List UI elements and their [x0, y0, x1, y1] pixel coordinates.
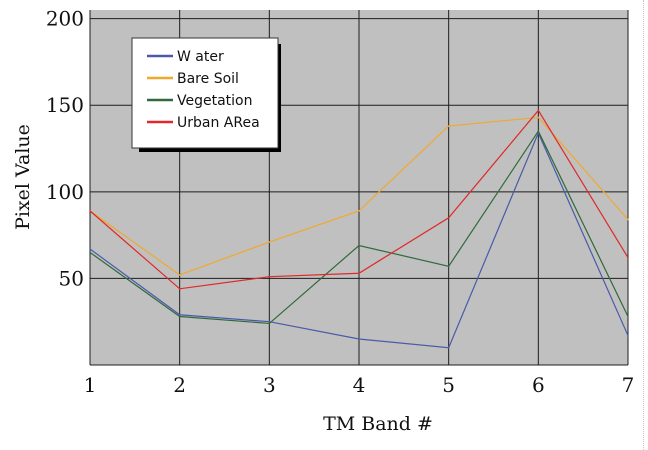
x-tick-label: 2	[173, 373, 186, 397]
data-point	[537, 116, 540, 119]
data-point	[447, 346, 450, 349]
data-point	[178, 288, 181, 290]
page-edge-dotted-line	[643, 0, 644, 450]
data-point	[537, 109, 540, 112]
data-point	[89, 248, 91, 250]
data-point	[268, 275, 271, 278]
data-point	[358, 338, 360, 340]
x-tick-label: 6	[532, 373, 545, 397]
y-axis-title: Pixel Value	[12, 124, 34, 230]
data-point	[447, 217, 450, 219]
x-tick-label: 4	[353, 373, 366, 397]
data-point	[627, 334, 629, 337]
legend-label: Bare Soil	[177, 71, 239, 87]
data-point	[178, 315, 181, 318]
data-point	[178, 274, 181, 276]
legend-label: Urban ARea	[177, 115, 260, 131]
data-point	[178, 313, 181, 316]
data-point	[89, 210, 91, 212]
y-tick-label: 200	[46, 7, 84, 31]
data-point	[447, 265, 450, 268]
x-axis-title: TM Band #	[323, 413, 433, 435]
x-tick-label: 5	[442, 373, 455, 397]
y-tick-label: 100	[46, 180, 84, 204]
data-point	[268, 322, 271, 325]
legend-label: Vegetation	[177, 93, 253, 109]
y-tick-labels: 50 100 150 200	[46, 7, 84, 291]
x-tick-label: 1	[84, 373, 97, 397]
legend: W ater Bare Soil Vegetation Urban ARea	[131, 37, 281, 152]
data-point	[537, 130, 540, 133]
x-tick-labels: 1 2 3 4 5 6 7	[84, 373, 635, 397]
data-point	[358, 210, 360, 212]
x-tick-label: 3	[263, 373, 276, 397]
data-point	[627, 315, 629, 318]
series-lines	[89, 109, 629, 349]
data-point	[358, 244, 360, 247]
data-point	[268, 320, 271, 323]
y-tick-label: 50	[59, 266, 84, 290]
data-point	[627, 218, 629, 221]
legend-label: W ater	[177, 49, 224, 65]
data-point	[89, 251, 91, 254]
y-tick-label: 150	[46, 93, 84, 117]
data-point	[447, 125, 450, 127]
x-tick-label: 7	[622, 373, 635, 397]
legend-items: W ater Bare Soil Vegetation Urban ARea	[147, 49, 260, 131]
data-point	[358, 272, 360, 275]
data-point	[627, 256, 629, 259]
data-point	[268, 241, 271, 243]
